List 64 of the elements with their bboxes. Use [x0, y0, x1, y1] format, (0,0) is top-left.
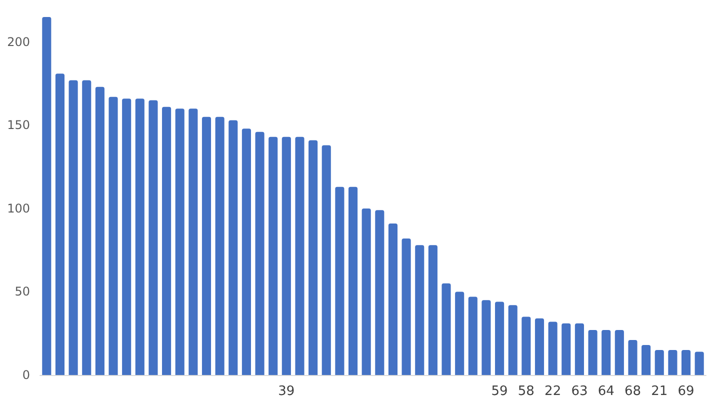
bar [455, 292, 464, 375]
x-tick-label: 59 [491, 384, 508, 399]
y-tick-label: 150 [7, 118, 30, 132]
y-tick-label: 100 [7, 201, 30, 216]
bar [42, 17, 52, 375]
x-tick-label: 68 [624, 384, 642, 399]
bar [242, 128, 251, 375]
bar [228, 120, 238, 375]
bar [574, 323, 584, 375]
bar [322, 145, 331, 375]
x-tick-label: 63 [571, 384, 588, 399]
bar [614, 330, 624, 375]
x-tick-label: 22 [544, 384, 562, 399]
bar [215, 116, 224, 375]
bar [108, 96, 118, 375]
x-tick-label: 58 [518, 384, 534, 399]
y-tick-label: 200 [7, 34, 30, 49]
bar [534, 318, 544, 375]
y-tick-label: 50 [14, 284, 30, 299]
y-tick-label: 0 [22, 368, 30, 382]
bar [442, 283, 451, 375]
bar [55, 74, 65, 375]
bar [308, 140, 318, 375]
bar [602, 330, 611, 375]
bar [188, 108, 198, 375]
bar [362, 208, 371, 375]
bar [681, 350, 691, 375]
bar [482, 300, 491, 375]
bar [562, 323, 571, 375]
bar [122, 98, 132, 375]
bar [588, 330, 598, 375]
bar [335, 186, 344, 375]
bar [268, 136, 278, 375]
bar [295, 136, 304, 375]
bar [522, 316, 531, 375]
bar [468, 296, 478, 375]
bar [694, 352, 704, 375]
bar [495, 302, 504, 375]
bar [402, 238, 411, 375]
bar [628, 340, 638, 375]
bar [255, 132, 264, 375]
bar [508, 305, 518, 375]
bar [175, 108, 184, 375]
bar [642, 345, 651, 375]
bar [82, 80, 92, 375]
bar [95, 86, 104, 375]
x-tick-label: 64 [598, 384, 614, 399]
bar [135, 98, 144, 375]
bar [428, 245, 438, 375]
bar [548, 322, 558, 375]
bar [202, 116, 212, 375]
bar [162, 106, 172, 375]
x-tick-label: 21 [651, 384, 668, 399]
bar [148, 100, 158, 375]
bar [388, 223, 398, 375]
x-tick-label: 69 [678, 384, 694, 399]
bar [68, 80, 78, 375]
bar [375, 210, 384, 375]
bar [348, 186, 358, 375]
bar [282, 136, 291, 375]
bar [668, 350, 678, 375]
bar [415, 245, 424, 375]
x-tick-label: 39 [278, 384, 295, 399]
bar [654, 350, 664, 375]
